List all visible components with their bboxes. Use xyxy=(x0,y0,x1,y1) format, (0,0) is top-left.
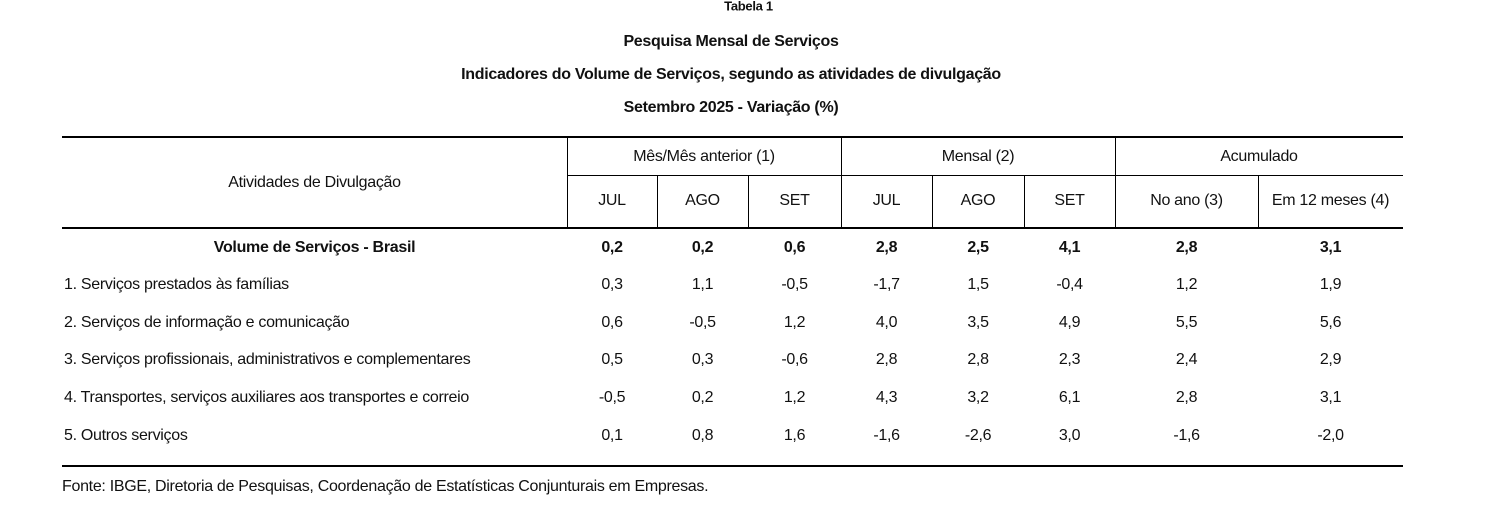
row-label: 3. Serviços profissionais, administrativ… xyxy=(64,351,471,368)
cell: 0,2 xyxy=(691,389,714,406)
cell: 1,2 xyxy=(1175,276,1198,293)
cell: -1,7 xyxy=(873,276,900,293)
cell: 1,2 xyxy=(783,314,806,331)
cell: 2,8 xyxy=(1175,239,1198,256)
cell: -0,5 xyxy=(781,276,808,293)
group-header: Acumulado xyxy=(1220,148,1298,165)
cell: 4,1 xyxy=(1058,239,1081,256)
column-header: No ano (3) xyxy=(1150,192,1223,209)
column-header: Em 12 meses (4) xyxy=(1271,192,1390,209)
cell: 0,1 xyxy=(601,427,623,444)
column-header: AGO xyxy=(685,192,720,209)
column-header: AGO xyxy=(960,192,996,209)
row-header: Atividades de Divulgação xyxy=(228,174,401,191)
cell: 4,3 xyxy=(875,389,898,406)
cell: -1,6 xyxy=(873,427,900,444)
rule xyxy=(567,137,568,227)
rule xyxy=(62,227,1403,229)
row-label: 2. Serviços de informação e comunicação xyxy=(64,314,350,331)
cell: 1,9 xyxy=(1319,276,1342,293)
cell: 3,0 xyxy=(1058,427,1081,444)
rule xyxy=(62,136,1403,138)
cell: 3,5 xyxy=(967,314,989,331)
subtitle: Indicadores do Volume de Serviços, segun… xyxy=(461,66,1001,83)
source: Fonte: IBGE, Diretoria de Pesquisas, Coo… xyxy=(62,478,709,495)
column-header: JUL xyxy=(598,192,626,209)
period: Setembro 2025 - Variação (%) xyxy=(623,99,839,116)
row-label: 5. Outros serviços xyxy=(64,427,188,444)
cell: 2,8 xyxy=(875,239,898,256)
cell: -2,0 xyxy=(1317,427,1344,444)
cell: 1,6 xyxy=(783,427,806,444)
column-header: SET xyxy=(1054,192,1085,209)
cell: -0,4 xyxy=(1056,276,1083,293)
cell: 2,3 xyxy=(1058,351,1081,368)
table-label: Tabela 1 xyxy=(724,0,773,14)
cell: 5,6 xyxy=(1319,314,1342,331)
cell: 0,5 xyxy=(601,351,623,368)
cell: 3,1 xyxy=(1319,389,1342,406)
cell: -0,5 xyxy=(689,314,716,331)
group-header: Mês/Mês anterior (1) xyxy=(633,148,775,165)
cell: 0,8 xyxy=(691,427,714,444)
row-label: 1. Serviços prestados às famílias xyxy=(64,276,289,293)
cell: -1,6 xyxy=(1173,427,1200,444)
cell: 5,5 xyxy=(1175,314,1198,331)
cell: 2,4 xyxy=(1175,351,1198,368)
cell: 0,6 xyxy=(601,314,623,331)
cell: 4,9 xyxy=(1058,314,1081,331)
cell: 3,2 xyxy=(967,389,989,406)
row-label: Volume de Serviços - Brasil xyxy=(213,239,416,256)
cell: 1,5 xyxy=(967,276,989,293)
cell: 1,2 xyxy=(783,389,806,406)
cell: 2,9 xyxy=(1319,351,1342,368)
cell: 2,8 xyxy=(875,351,898,368)
rule xyxy=(567,175,1403,176)
cell: 0,3 xyxy=(691,351,714,368)
cell: -0,5 xyxy=(598,389,626,406)
cell: 3,1 xyxy=(1319,239,1342,256)
title: Pesquisa Mensal de Serviços xyxy=(623,33,839,50)
rule xyxy=(748,175,749,227)
group-header: Mensal (2) xyxy=(941,148,1015,165)
rule xyxy=(62,465,1403,467)
cell: 0,2 xyxy=(601,239,623,256)
cell: 2,5 xyxy=(967,239,989,256)
cell: 1,1 xyxy=(691,276,714,293)
row-label: 4. Transportes, serviços auxiliares aos … xyxy=(64,389,469,406)
rule xyxy=(841,137,842,227)
cell: 6,1 xyxy=(1058,389,1081,406)
cell: 2,8 xyxy=(1175,389,1198,406)
column-header: SET xyxy=(779,192,810,209)
column-header: JUL xyxy=(872,192,901,209)
cell: 0,2 xyxy=(691,239,714,256)
cell: 0,3 xyxy=(601,276,623,293)
rule xyxy=(1024,175,1025,227)
rule xyxy=(932,175,933,227)
rule xyxy=(1115,137,1116,227)
cell: 2,8 xyxy=(967,351,989,368)
cell: 0,6 xyxy=(783,239,806,256)
rule xyxy=(657,175,658,227)
cell: -2,6 xyxy=(964,427,992,444)
rule xyxy=(1258,175,1259,227)
cell: -0,6 xyxy=(781,351,808,368)
cell: 4,0 xyxy=(875,314,898,331)
